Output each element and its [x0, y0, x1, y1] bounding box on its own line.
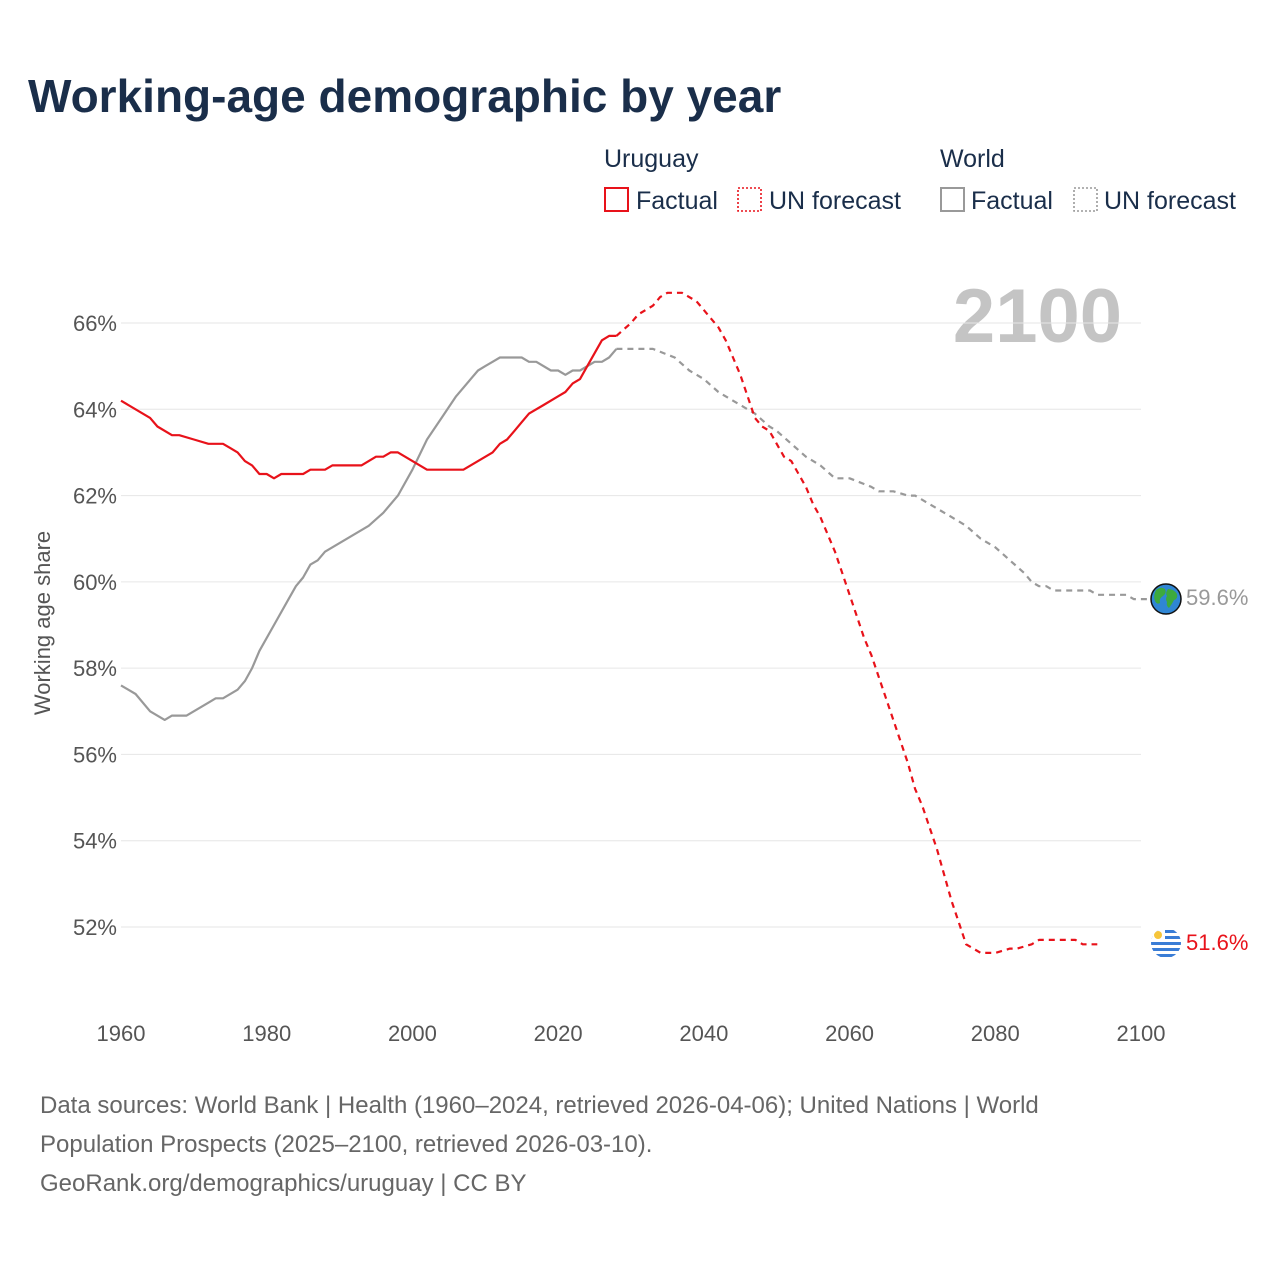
x-tick-label: 2060 — [825, 1021, 874, 1046]
series-lines — [120, 291, 1156, 954]
series-line-uruguay-un-forecast — [615, 291, 1098, 954]
y-tick-label: 58% — [73, 656, 117, 681]
x-axis-ticks: 1960 1980 2000 2020 2040 2060 2080 2100 — [97, 1021, 1166, 1046]
x-tick-label: 1980 — [242, 1021, 291, 1046]
legend-label-uruguay-factual: Factual — [636, 187, 718, 215]
x-tick-label: 1960 — [97, 1021, 146, 1046]
year-watermark: 2100 — [953, 274, 1122, 359]
x-tick-label: 2100 — [1117, 1021, 1166, 1046]
footer-sources-line-1: Data sources: World Bank | Health (1960–… — [40, 1092, 1039, 1119]
legend-group-uruguay-title: Uruguay — [604, 145, 699, 173]
x-tick-label: 2020 — [534, 1021, 583, 1046]
legend-label-world-forecast: UN forecast — [1104, 187, 1236, 215]
y-tick-label: 54% — [73, 829, 117, 854]
y-tick-label: 62% — [73, 484, 117, 509]
gridlines — [121, 322, 1141, 928]
footer-attribution[interactable]: GeoRank.org/demographics/uruguay | CC BY — [40, 1170, 526, 1197]
uruguay-flag-icon — [1151, 928, 1181, 958]
series-line-world-factual — [120, 348, 618, 721]
footer-sources-line-2: Population Prospects (2025–2100, retriev… — [40, 1131, 652, 1158]
series-line-uruguay-factual — [120, 334, 617, 480]
y-tick-label: 64% — [73, 397, 117, 422]
legend-group-world-title: World — [940, 145, 1005, 173]
legend-swatch-uruguay-forecast — [737, 187, 762, 212]
legend-swatch-world-factual — [940, 187, 965, 212]
legend: Uruguay Factual UN forecast World Factua… — [604, 145, 1236, 215]
y-tick-label: 66% — [73, 311, 117, 336]
y-tick-label: 52% — [73, 915, 117, 940]
world-end-marker: 59.6% — [1150, 583, 1248, 615]
y-axis-ticks: 52% 54% 56% 58% 60% 62% 64% 66% — [73, 311, 117, 940]
y-tick-label: 56% — [73, 742, 117, 767]
x-tick-label: 2000 — [388, 1021, 437, 1046]
series-line-world-un-forecast — [616, 347, 1156, 601]
x-tick-label: 2080 — [971, 1021, 1020, 1046]
chart-title: Working-age demographic by year — [28, 70, 781, 122]
uruguay-end-marker: 51.6% — [1151, 928, 1248, 958]
legend-label-uruguay-forecast: UN forecast — [769, 187, 901, 215]
legend-swatch-world-forecast — [1073, 187, 1098, 212]
y-tick-label: 60% — [73, 570, 117, 595]
uruguay-end-value: 51.6% — [1186, 930, 1248, 955]
world-end-value: 59.6% — [1186, 585, 1248, 610]
x-tick-label: 2040 — [679, 1021, 728, 1046]
y-axis-label: Working age share — [30, 531, 55, 715]
globe-icon — [1150, 583, 1182, 615]
legend-label-world-factual: Factual — [971, 187, 1053, 215]
legend-swatch-uruguay-factual — [604, 187, 629, 212]
